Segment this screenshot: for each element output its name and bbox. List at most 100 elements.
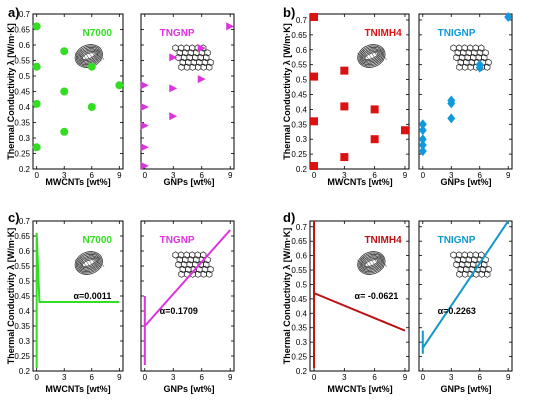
x-tick-label: 3 — [62, 373, 67, 382]
data-point — [87, 62, 96, 71]
graphene-cell — [207, 265, 214, 274]
graphene-cell — [200, 251, 207, 259]
graphene-cell — [203, 260, 210, 269]
nanotube-line — [85, 48, 96, 64]
y-tick-label: 0.45 — [14, 292, 30, 301]
nanotube-ring — [357, 251, 386, 275]
nanotube-ring — [358, 45, 385, 67]
x-axis-title: GNPs [wt%] — [163, 177, 214, 187]
data-point — [169, 53, 178, 62]
graphene-cell — [481, 260, 488, 269]
plot-frame — [32, 220, 124, 372]
y-tick-label: 0.7 — [19, 10, 31, 19]
x-tick-label: 9 — [403, 171, 408, 180]
nanotube-ring — [358, 252, 385, 274]
x-tick-label: 3 — [342, 373, 347, 382]
y-tick-label: 0.35 — [291, 324, 307, 333]
y-tick-label: 0.7 — [296, 16, 308, 25]
nanotube-line — [368, 255, 379, 271]
x-axis-title: MWCNTs [wt%] — [327, 384, 392, 394]
data-point — [475, 62, 484, 73]
x-tick-label: 6 — [372, 171, 377, 180]
x-tick-label: 6 — [478, 171, 483, 180]
series-label: TNGNP — [160, 28, 195, 39]
alpha-label: α=0.1709 — [160, 306, 198, 316]
nanotube-line — [80, 50, 91, 66]
series-label: N7000 — [83, 235, 113, 246]
nanotube-ring — [75, 252, 102, 274]
data-point — [340, 66, 349, 75]
y-tick-label: 0.4 — [296, 105, 308, 114]
nanotube-line — [91, 46, 102, 62]
nanotube-line — [357, 259, 368, 275]
nanotube-line — [77, 51, 88, 67]
panel-letter: a) — [8, 5, 20, 20]
nanotube-line — [374, 46, 385, 62]
y-tick-label: 0.6 — [19, 41, 31, 50]
data-point — [310, 72, 319, 81]
x-tick-label: 0 — [143, 373, 148, 382]
data-point — [140, 81, 149, 90]
nanotube-line — [357, 52, 368, 68]
graphene-cell — [206, 63, 213, 71]
y-axis-title: Thermal Conductivity λ [W/m·K] — [6, 23, 16, 160]
x-tick-label: 9 — [506, 373, 511, 382]
nanotube-graphic — [357, 44, 387, 68]
x-axis-title: MWCNTs [wt%] — [45, 177, 110, 187]
data-point — [340, 153, 349, 162]
nanotube-ring — [74, 251, 103, 275]
graphene-cell — [482, 49, 489, 57]
subplot-TNGNP: 0 3 6 9 GNPs [wt%] TNGNP — [140, 13, 235, 187]
y-tick-label: 0.5 — [296, 280, 308, 289]
data-point — [370, 105, 379, 114]
nanotube-graphic — [74, 251, 105, 275]
nanotube-line — [83, 256, 94, 272]
data-point — [140, 161, 149, 170]
nanotube-ring — [359, 46, 384, 66]
data-point — [60, 127, 69, 136]
nanotube-line — [376, 45, 387, 61]
data-point — [418, 146, 427, 157]
graphene-cell — [485, 265, 492, 274]
nanotube-line — [376, 252, 387, 268]
alpha-label: α=0.2263 — [438, 306, 476, 316]
y-tick-label: 0.55 — [14, 262, 30, 271]
data-point — [418, 125, 427, 136]
x-tick-label: 9 — [228, 373, 233, 382]
nanotube-line — [359, 51, 370, 67]
nanotube-line — [374, 253, 385, 269]
graphene-cell — [478, 44, 485, 52]
y-tick-label: 0.25 — [291, 353, 307, 362]
fit-line — [313, 221, 406, 369]
nanotube-ring — [78, 48, 100, 64]
y-tick-label: 0.25 — [291, 150, 307, 159]
subplot-N7000: 0 3 6 9 MWCNTs [wt%] N7000 α=0.0011 — [32, 220, 124, 394]
graphene-cell — [485, 58, 492, 67]
y-tick-label: 0.55 — [291, 61, 307, 70]
nanotube-ring — [364, 52, 379, 60]
y-tick-label: 0.45 — [14, 88, 30, 97]
y-tick-label: 0.65 — [14, 26, 30, 35]
nanotube-line — [85, 255, 96, 271]
y-tick-label: 0.25 — [14, 150, 30, 159]
x-tick-label: 0 — [421, 373, 426, 382]
y-tick-label: 0.35 — [14, 119, 30, 128]
x-axis-title: GNPs [wt%] — [163, 384, 214, 394]
data-point — [169, 112, 178, 121]
graphene-cell — [484, 270, 491, 278]
alpha-label: α= -0.0621 — [355, 291, 399, 301]
nanotube-line — [371, 254, 382, 270]
x-tick-label: 6 — [372, 373, 377, 382]
y-tick-label: 0.35 — [14, 322, 30, 331]
y-tick-label: 0.4 — [19, 103, 31, 112]
nanotube-ring — [81, 259, 96, 267]
subplot-TNGNP: 0 3 6 9 GNPs [wt%] TNGNP α=0.1709 — [140, 220, 235, 394]
nanotube-line — [368, 48, 379, 64]
nanotube-line — [83, 49, 94, 65]
data-point — [447, 113, 456, 124]
plot-frame — [32, 13, 124, 170]
data-point — [32, 143, 41, 152]
plot-frame — [418, 220, 513, 372]
graphene-cell — [203, 53, 210, 62]
x-tick-label: 0 — [143, 171, 148, 180]
